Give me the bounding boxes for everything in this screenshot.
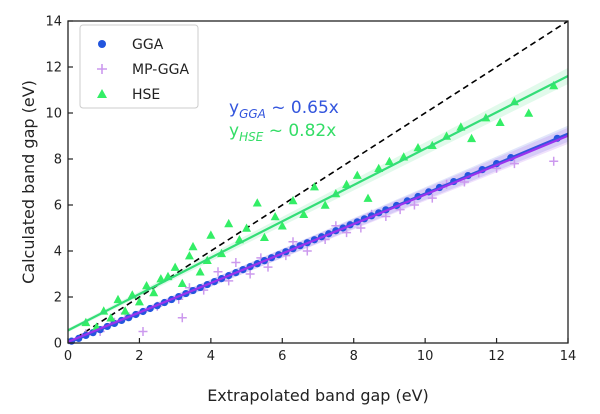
annotation-gga-base: y [229,98,239,118]
fit-line-hse [67,74,569,332]
hse-point [467,133,477,143]
mp-gga-point [409,200,419,210]
mp-gga-point [549,156,559,166]
legend-marker-hse [97,89,107,98]
y-tick-label: 14 [45,15,62,30]
hse-point [156,274,166,283]
legend-marker-gga [98,40,106,48]
mp-gga-point [395,205,405,215]
annotation-hse-base: y [229,121,239,141]
reference-line [67,20,569,344]
y-tick-label: 0 [54,337,62,352]
hse-point [195,267,205,276]
hse-point [320,200,330,209]
mp-gga-point [263,262,273,272]
legend-label-hse: HSE [132,87,160,103]
hse-point [242,223,252,232]
plot-frame [67,20,569,344]
mp-gga-point [245,269,255,279]
hse-point [309,182,319,191]
legend: GGA MP-GGA HSE [79,24,199,109]
hse-point [342,179,352,189]
mp-gga-point [427,193,437,203]
x-tick-label: 2 [135,349,143,364]
hse-point [352,170,362,179]
hse-point [206,230,216,239]
hse-point [120,306,130,315]
hse-point [149,287,159,297]
x-tick-label: 14 [560,349,577,364]
hse-point [142,281,152,290]
mp-gga-point [302,246,312,256]
mp-gga-point [381,212,391,221]
annotation-gga-fit: yGGA ~ 0.65x [229,98,339,121]
hse-point [363,193,373,202]
hse-point [184,251,194,260]
hse-point [252,198,262,207]
hse-point [277,221,287,230]
hse-point [549,80,559,90]
y-tick-label: 4 [54,245,62,260]
annotation-hse-subscript: HSE [239,130,264,144]
legend-marker-mp-gga [97,64,107,74]
hse-point [177,278,187,287]
axis-tick-layer: 0 2 4 6 8 10 12 14 0 2 4 6 8 10 12 14 [45,15,576,365]
legend-label-gga: GGA [132,37,164,53]
reference-line-layer [67,20,569,344]
hse-point [259,232,269,241]
hse-point [224,218,234,228]
mp-gga-point [213,267,223,277]
legend-box [79,24,199,109]
y-tick-label: 12 [45,61,62,76]
hse-point [170,262,180,271]
annotation-gga-subscript: GGA [239,107,266,121]
hse-point [113,294,123,304]
x-tick-label: 12 [488,349,505,364]
hse-point [134,297,144,306]
hse-point [495,117,505,126]
x-tick-label: 10 [417,349,434,364]
hse-point [188,241,198,251]
mp-gga-point [356,223,366,233]
mp-gga-point [231,258,241,267]
annotation-gga-formula: ~ 0.65x [266,98,339,118]
y-tick-label: 10 [45,107,62,122]
annotation-hse-formula: ~ 0.82x [263,121,336,141]
hse-point [413,143,423,152]
mp-gga-point [288,237,298,247]
mp-gga-point [509,159,519,169]
mp-gga-point [342,228,352,238]
y-tick-label: 8 [54,153,62,168]
mp-gga-point [177,313,187,323]
hse-point [288,195,298,205]
annotation-hse-fit: yHSE ~ 0.82x [229,121,336,144]
fit-line-mp-gga [67,134,569,343]
y-axis-label: Calculated band gap (eV) [19,80,38,284]
hse-point [106,313,116,322]
y-tick-label: 2 [54,291,62,306]
x-tick-label: 6 [278,349,286,364]
legend-label-mp-gga: MP-GGA [132,62,189,78]
hse-point [299,209,309,218]
mp-gga-point [138,327,148,336]
hse-point [270,212,280,221]
x-axis-label: Extrapolated band gap (eV) [207,386,429,405]
x-tick-label: 4 [207,349,215,364]
hse-point [524,108,534,117]
x-tick-label: 0 [64,349,72,364]
fit-line-layer [67,74,569,345]
x-tick-label: 8 [350,349,358,364]
y-tick-label: 6 [54,199,62,214]
hse-point [384,156,394,166]
